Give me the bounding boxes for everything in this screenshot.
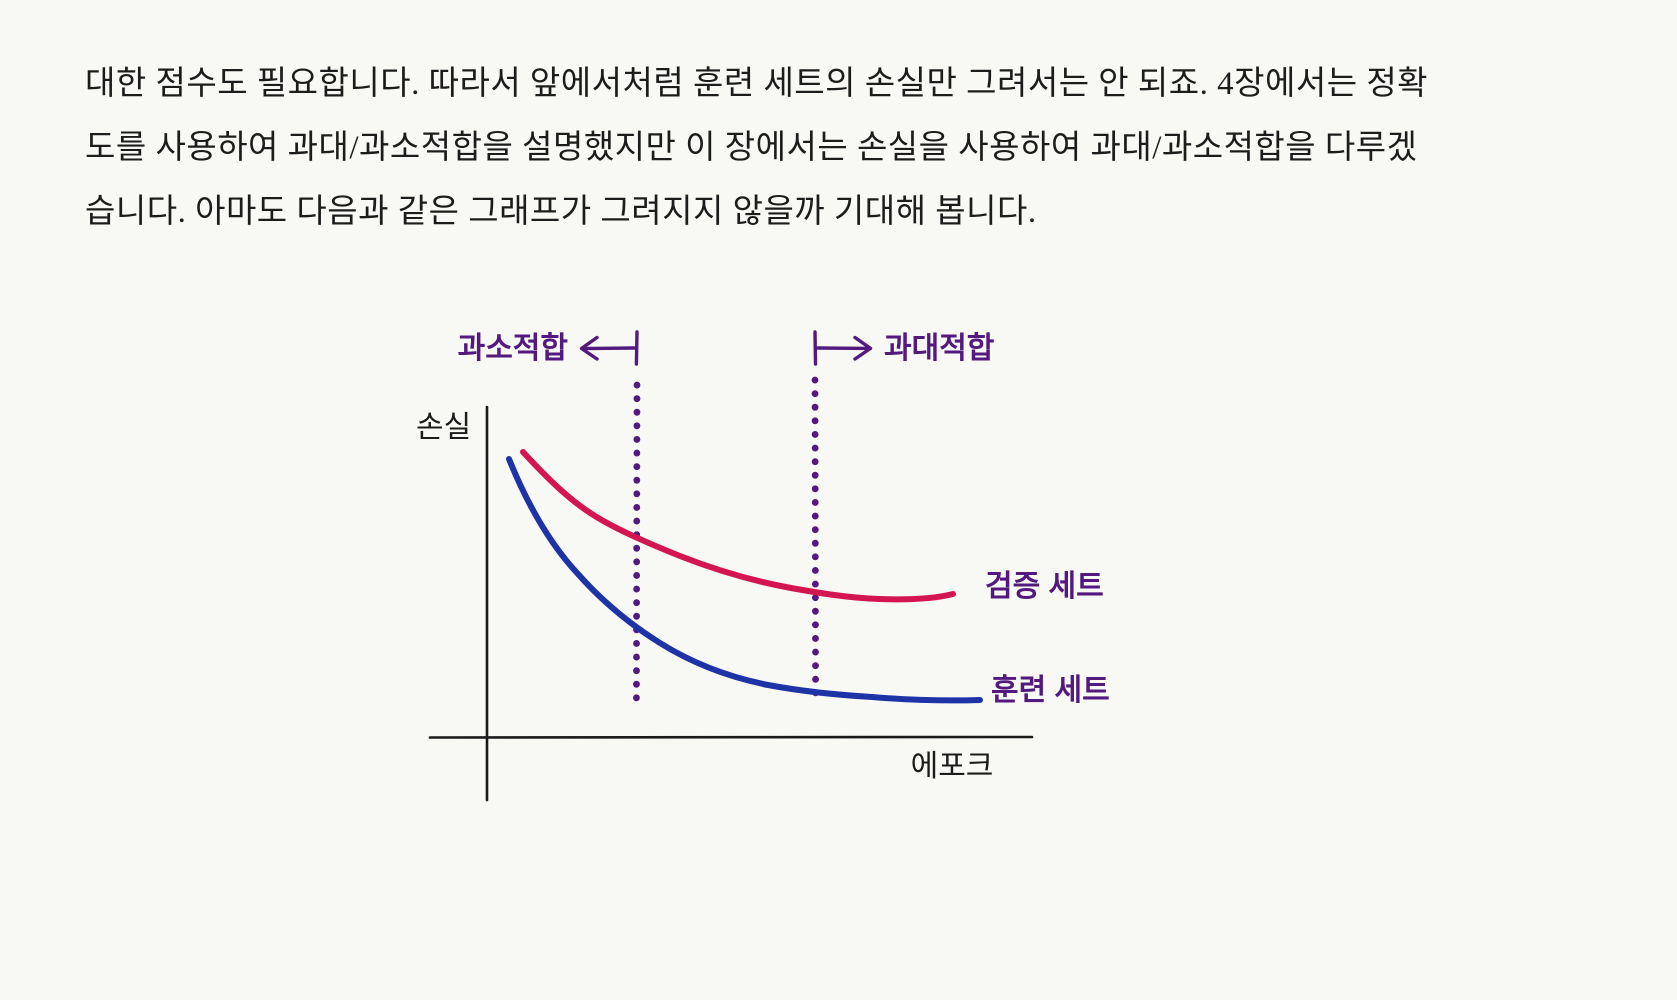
overfit-arrow [813,330,873,366]
validation-loss-curve [520,449,956,603]
body-paragraph: 대한 점수도 필요합니다. 따라서 앞에서처럼 훈련 세트의 손실만 그려서는 … [85,52,1600,244]
y-axis-label: 손실 [416,411,471,444]
x-axis-label: 에포크 [911,750,994,783]
training-set-label: 훈련 세트 [991,674,1110,707]
x-axis-line [428,735,1034,739]
paragraph-line: 대한 점수도 필요합니다. 따라서 앞에서처럼 훈련 세트의 손실만 그려서는 … [85,66,1429,102]
paragraph-line: 도를 사용하여 과대/과소적합을 설명했지만 이 장에서는 손실을 사용하여 과… [85,130,1418,166]
overfit-boundary-dotted-line [811,376,819,705]
paragraph-line: 습니다. 아마도 다음과 같은 그래프가 그려지지 않을까 기대해 봅니다. [85,194,1037,230]
training-loss-curve [506,456,983,704]
validation-set-label: 검증 세트 [985,570,1104,603]
overfit-label: 과대적합 [884,332,995,365]
underfit-boundary-dotted-line [633,381,641,715]
underfit-arrow [579,330,639,366]
underfit-label: 과소적합 [458,332,569,365]
